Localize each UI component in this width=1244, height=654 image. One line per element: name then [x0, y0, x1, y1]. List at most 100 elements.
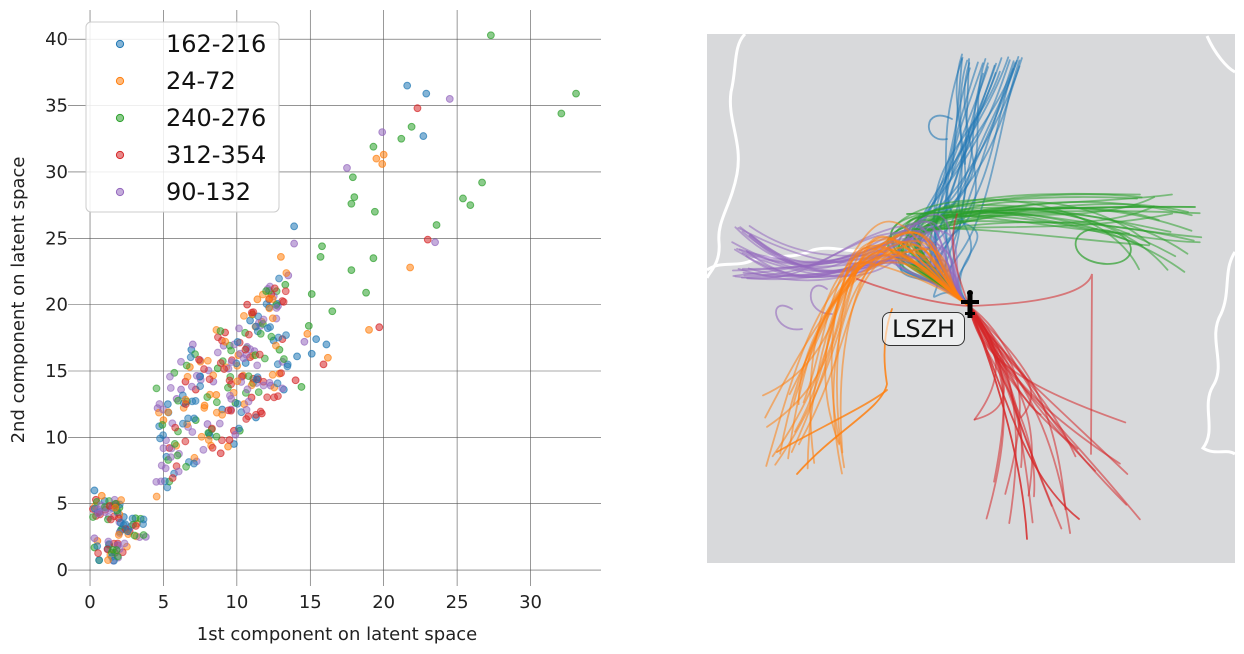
trajectory-map-canvas	[707, 34, 1235, 540]
scatter-point	[231, 430, 240, 439]
scatter-point	[270, 284, 279, 293]
flight-trajectory	[968, 305, 1077, 458]
y-tick-label: 40	[45, 29, 68, 50]
scatter-point	[104, 556, 112, 565]
scatter-point	[272, 304, 281, 312]
scatter-point	[215, 419, 224, 428]
legend-label: 312-354	[166, 141, 266, 169]
scatter-point	[242, 415, 251, 423]
scatter-point	[235, 324, 243, 333]
scatter-point	[224, 442, 232, 451]
flight-trajectory	[746, 224, 970, 307]
scatter-point	[171, 423, 180, 432]
scatter-point	[90, 534, 99, 543]
scatter-point	[93, 542, 102, 551]
scatter-point	[104, 537, 113, 546]
scatter-point	[304, 321, 313, 330]
scatter-point	[260, 354, 269, 363]
scatter-point	[208, 443, 217, 452]
scatter-point	[158, 420, 167, 429]
scatter-point	[413, 104, 422, 113]
scatter-point	[419, 132, 428, 140]
scatter-point	[95, 556, 104, 565]
scatter-point	[273, 379, 282, 388]
scatter-point	[277, 369, 285, 378]
scatter-point	[152, 384, 161, 393]
scatter-point	[369, 142, 378, 151]
scatter-point	[157, 477, 165, 486]
legend-marker	[115, 113, 125, 123]
legend-box	[85, 21, 280, 213]
scatter-point	[281, 287, 290, 296]
scatter-point	[227, 394, 236, 403]
flight-trajectory	[968, 305, 1080, 520]
scatter-point	[131, 522, 140, 530]
legend-label: 240-276	[166, 104, 266, 132]
scatter-point	[203, 356, 212, 365]
scatter-point	[307, 349, 316, 358]
trajectory-map: LSZH	[707, 34, 1235, 563]
x-tick-label: 10	[225, 592, 248, 613]
scatter-point	[318, 242, 326, 251]
scatter-point	[241, 345, 250, 354]
scatter-point	[282, 269, 291, 277]
flight-trajectory	[802, 220, 970, 404]
flight-trajectory	[952, 213, 970, 307]
scatter-point	[431, 238, 439, 247]
scatter-point	[225, 436, 234, 444]
scatter-point	[114, 531, 123, 539]
scatter-point	[101, 508, 109, 516]
scatter-point	[291, 376, 300, 385]
flight-trajectory	[809, 284, 833, 315]
scatter-point	[168, 474, 177, 482]
airplane-icon	[961, 290, 979, 318]
scatter-point	[274, 333, 283, 342]
scatter-point	[350, 193, 359, 202]
scatter-point	[378, 160, 387, 168]
scatter-point	[123, 527, 132, 536]
scatter-point	[179, 419, 187, 428]
scatter-point	[155, 400, 164, 408]
scatter-point	[212, 390, 221, 399]
scatter-point	[372, 154, 381, 163]
flight-trajectory	[968, 273, 1093, 455]
scatter-point	[97, 491, 106, 500]
scatter-point	[422, 89, 431, 98]
scatter-point	[227, 346, 235, 355]
scatter-point	[277, 252, 285, 261]
scatter-point	[190, 414, 198, 423]
flight-trajectory	[856, 278, 970, 307]
scatter-point	[322, 340, 331, 349]
scatter-point	[203, 420, 212, 428]
scatter-point	[94, 549, 102, 558]
scatter-point	[378, 128, 387, 137]
scatter-point	[406, 263, 415, 272]
y-tick-label: 25	[45, 228, 68, 249]
legend-marker	[115, 39, 125, 49]
scatter-point	[139, 515, 148, 524]
scatter-point	[347, 199, 356, 208]
tick-labels: 0 5 10 15 20 25 30 0 5 10 15 20 25 30 35 40	[45, 29, 542, 613]
scatter-point	[90, 486, 99, 495]
scatter-point	[213, 348, 222, 357]
scatter-point	[212, 432, 221, 441]
scatter-point	[262, 287, 271, 295]
scatter-point	[265, 304, 274, 313]
scatter-point	[174, 467, 183, 476]
scatter-point	[375, 323, 384, 332]
scatter-point	[216, 359, 225, 367]
scatter-point	[323, 353, 332, 362]
scatter-point	[216, 327, 225, 335]
scatter-point	[255, 350, 264, 359]
x-axis-label: 1st component on latent space	[197, 624, 477, 645]
scatter-point	[362, 288, 370, 297]
y-tick-label: 15	[45, 361, 68, 382]
scatter-point	[263, 393, 272, 402]
scatter-point	[173, 451, 182, 460]
scatter-point	[203, 393, 212, 401]
scatter-point	[183, 372, 192, 381]
scatter-point	[233, 399, 242, 408]
scatter-point	[249, 308, 258, 317]
scatter-point	[166, 384, 175, 392]
scatter-point	[166, 372, 174, 381]
